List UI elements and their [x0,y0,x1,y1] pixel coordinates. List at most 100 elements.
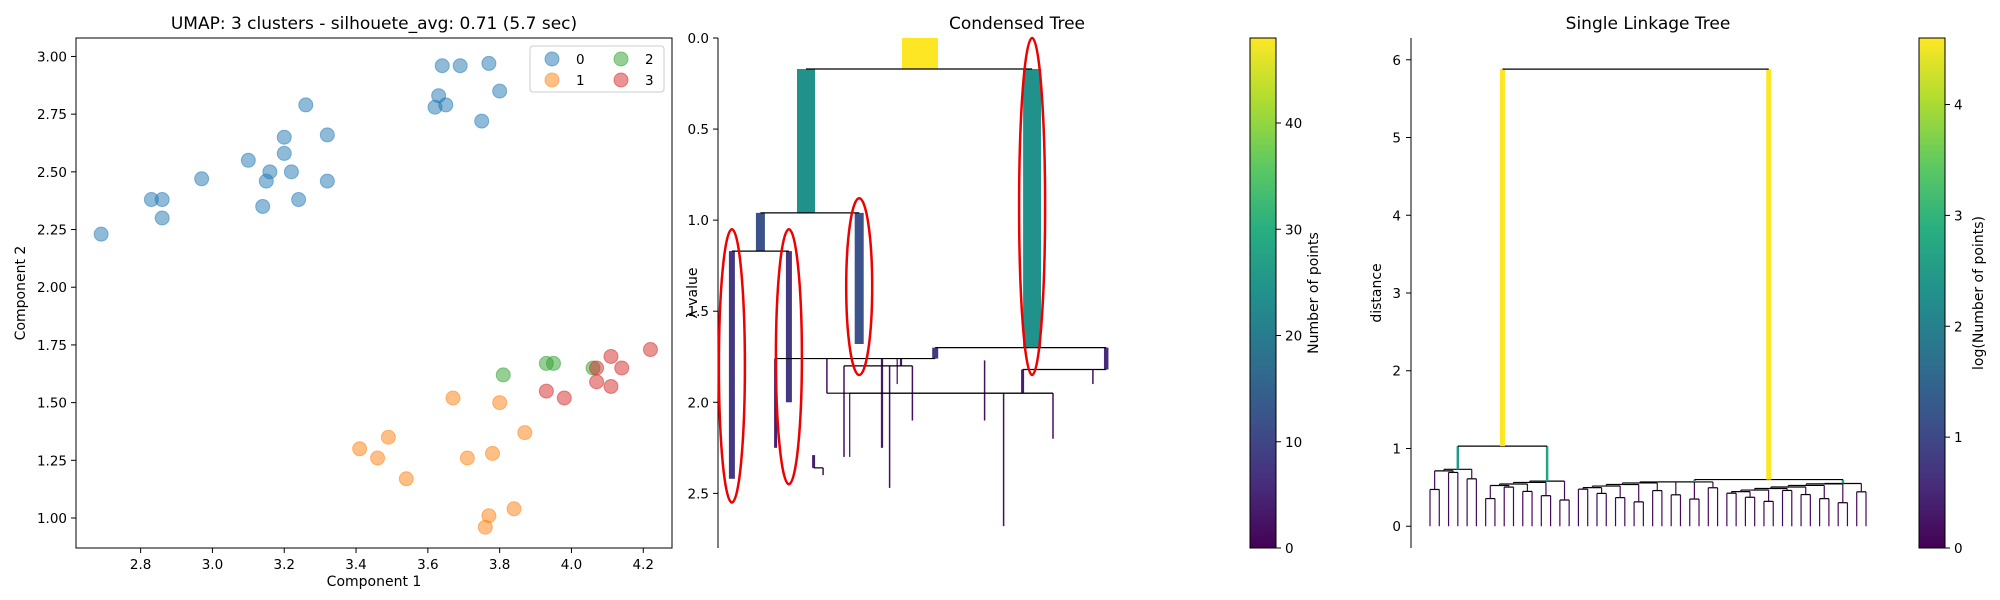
single-linkage-ytick-label: 6 [1392,53,1401,69]
scatter-ytick-label: 2.00 [37,280,67,296]
condensed-ylabel: λ value [685,268,701,319]
scatter-point-cluster-0 [481,55,497,71]
single-linkage-colorbar-tick-label: 1 [1954,430,1963,446]
scatter-point-cluster-0 [452,58,468,74]
scatter-legend: 0 1 2 3 [529,45,665,93]
scatter-ytick-label: 2.75 [37,107,67,123]
legend-frame [529,45,665,93]
single-linkage-colorbar-ticks: 0 1 2 3 4 [1945,98,1963,557]
condensed-colorbar-tick-label: 40 [1285,116,1302,132]
scatter-point-cluster-0 [93,226,109,242]
single-linkage-ytick-label: 1 [1392,441,1401,457]
condensed-colorbar-tick-label: 20 [1285,329,1302,345]
single-linkage-title: Single Linkage Tree [1566,14,1731,34]
scatter-point-cluster-3 [538,383,554,399]
scatter-ylabel: Component 2 [13,246,29,341]
scatter-point-cluster-1 [445,390,461,406]
condensed-ytick-label: 2.0 [688,395,709,411]
single-linkage-tree [1429,68,1867,527]
scatter-xtick-label: 4.0 [561,557,582,573]
condensed-selected-clusters [717,36,1047,504]
condensed-branch [826,358,828,394]
scatter-xtick-label: 3.4 [345,557,366,573]
scatter-point-cluster-3 [589,360,605,376]
condensed-colorbar-tick-label: 10 [1285,435,1302,451]
condensed-colorbar-label: Number of points [1306,232,1322,354]
scatter-point-cluster-1 [398,471,414,487]
scatter-title: UMAP: 3 clusters - silhouete_avg: 0.71 (… [171,14,577,34]
scatter-point-cluster-2 [495,367,511,383]
scatter-point-cluster-3 [642,342,658,358]
condensed-branch [849,393,851,457]
scatter-point-cluster-3 [556,390,572,406]
scatter-point-cluster-3 [589,374,605,390]
scatter-point-cluster-0 [434,58,450,74]
legend-label-0: 0 [576,52,585,68]
condensed-branch [896,358,898,385]
legend-marker-3 [613,72,629,88]
scatter-point-cluster-0 [262,164,278,180]
legend-marker-2 [613,51,629,67]
condensed-colorbar-tick-label: 30 [1285,222,1302,238]
scatter-point-cluster-1 [380,429,396,445]
selected-cluster-ellipse [844,197,874,377]
scatter-point-cluster-1 [492,395,508,411]
condensed-ytick-label: 0.0 [688,31,709,47]
scatter-point-cluster-2 [546,355,562,371]
single-linkage-ytick-label: 0 [1392,519,1401,535]
scatter-point-cluster-3 [603,348,619,364]
scatter-point-cluster-3 [614,360,630,376]
scatter-ytick-label: 1.75 [37,338,67,354]
scatter-point-cluster-1 [517,425,533,441]
condensed-branch [785,251,792,403]
scatter-point-cluster-3 [603,378,619,394]
selected-cluster-ellipse [717,228,747,504]
scatter-xtick-label: 2.8 [130,557,151,573]
scatter-xtick-label: 3.0 [202,557,223,573]
condensed-ytick-label: 1.5 [688,304,709,320]
condensed-branch [983,360,986,421]
scatter-point-cluster-0 [283,164,299,180]
single-linkage-colorbar-label: log(Number of points) [1971,216,1987,370]
condensed-branch [854,212,864,344]
single-linkage-colorbar-tick-label: 3 [1954,208,1963,224]
scatter-points [93,55,658,535]
condensed-ytick-label: 2.5 [688,486,709,502]
scatter-point-cluster-0 [240,152,256,168]
condensed-branch [899,358,903,366]
scatter-point-cluster-0 [319,173,335,189]
scatter-point-cluster-1 [459,450,475,466]
scatter-point-cluster-0 [194,171,210,187]
scatter-xtick-label: 4.2 [633,557,654,573]
condensed-tree-panel: Condensed Tree 0.0 0.5 1.0 1.5 2.0 2.5 λ valu… [685,14,1322,557]
condensed-colorbar-tick-label: 0 [1285,541,1294,557]
scatter-ytick-label: 1.50 [37,396,67,412]
scatter-xtick-label: 3.2 [273,557,294,573]
legend-marker-1 [544,72,560,88]
single-linkage-colorbar-tick-label: 2 [1954,319,1963,335]
condensed-branch [822,467,824,476]
legend-label-2: 2 [645,52,654,68]
condensed-colorbar [1249,37,1277,549]
single-linkage-panel: Single Linkage Tree 0 1 2 3 4 5 6 distance 0 1 2… [1369,14,1987,557]
scatter-point-cluster-0 [298,97,314,113]
scatter-point-cluster-1 [506,501,522,517]
scatter-xtick-label: 3.8 [489,557,510,573]
scatter-axes-frame [75,37,673,549]
single-linkage-ytick-label: 5 [1392,131,1401,147]
condensed-branch [797,68,815,213]
condensed-branch [1052,393,1054,439]
scatter-ytick-label: 1.00 [37,511,67,527]
single-linkage-colorbar-tick-label: 0 [1954,541,1963,557]
legend-label-3: 3 [645,73,654,89]
single-linkage-ylabel: distance [1369,263,1385,322]
condensed-branch [1023,68,1042,348]
condensed-branch [932,347,939,359]
condensed-branch [1103,347,1109,370]
scatter-point-cluster-1 [481,508,497,524]
single-linkage-ytick-label: 2 [1392,364,1401,380]
condensed-branch [902,38,938,69]
condensed-branch [888,365,891,488]
single-linkage-colorbar [1918,37,1946,549]
